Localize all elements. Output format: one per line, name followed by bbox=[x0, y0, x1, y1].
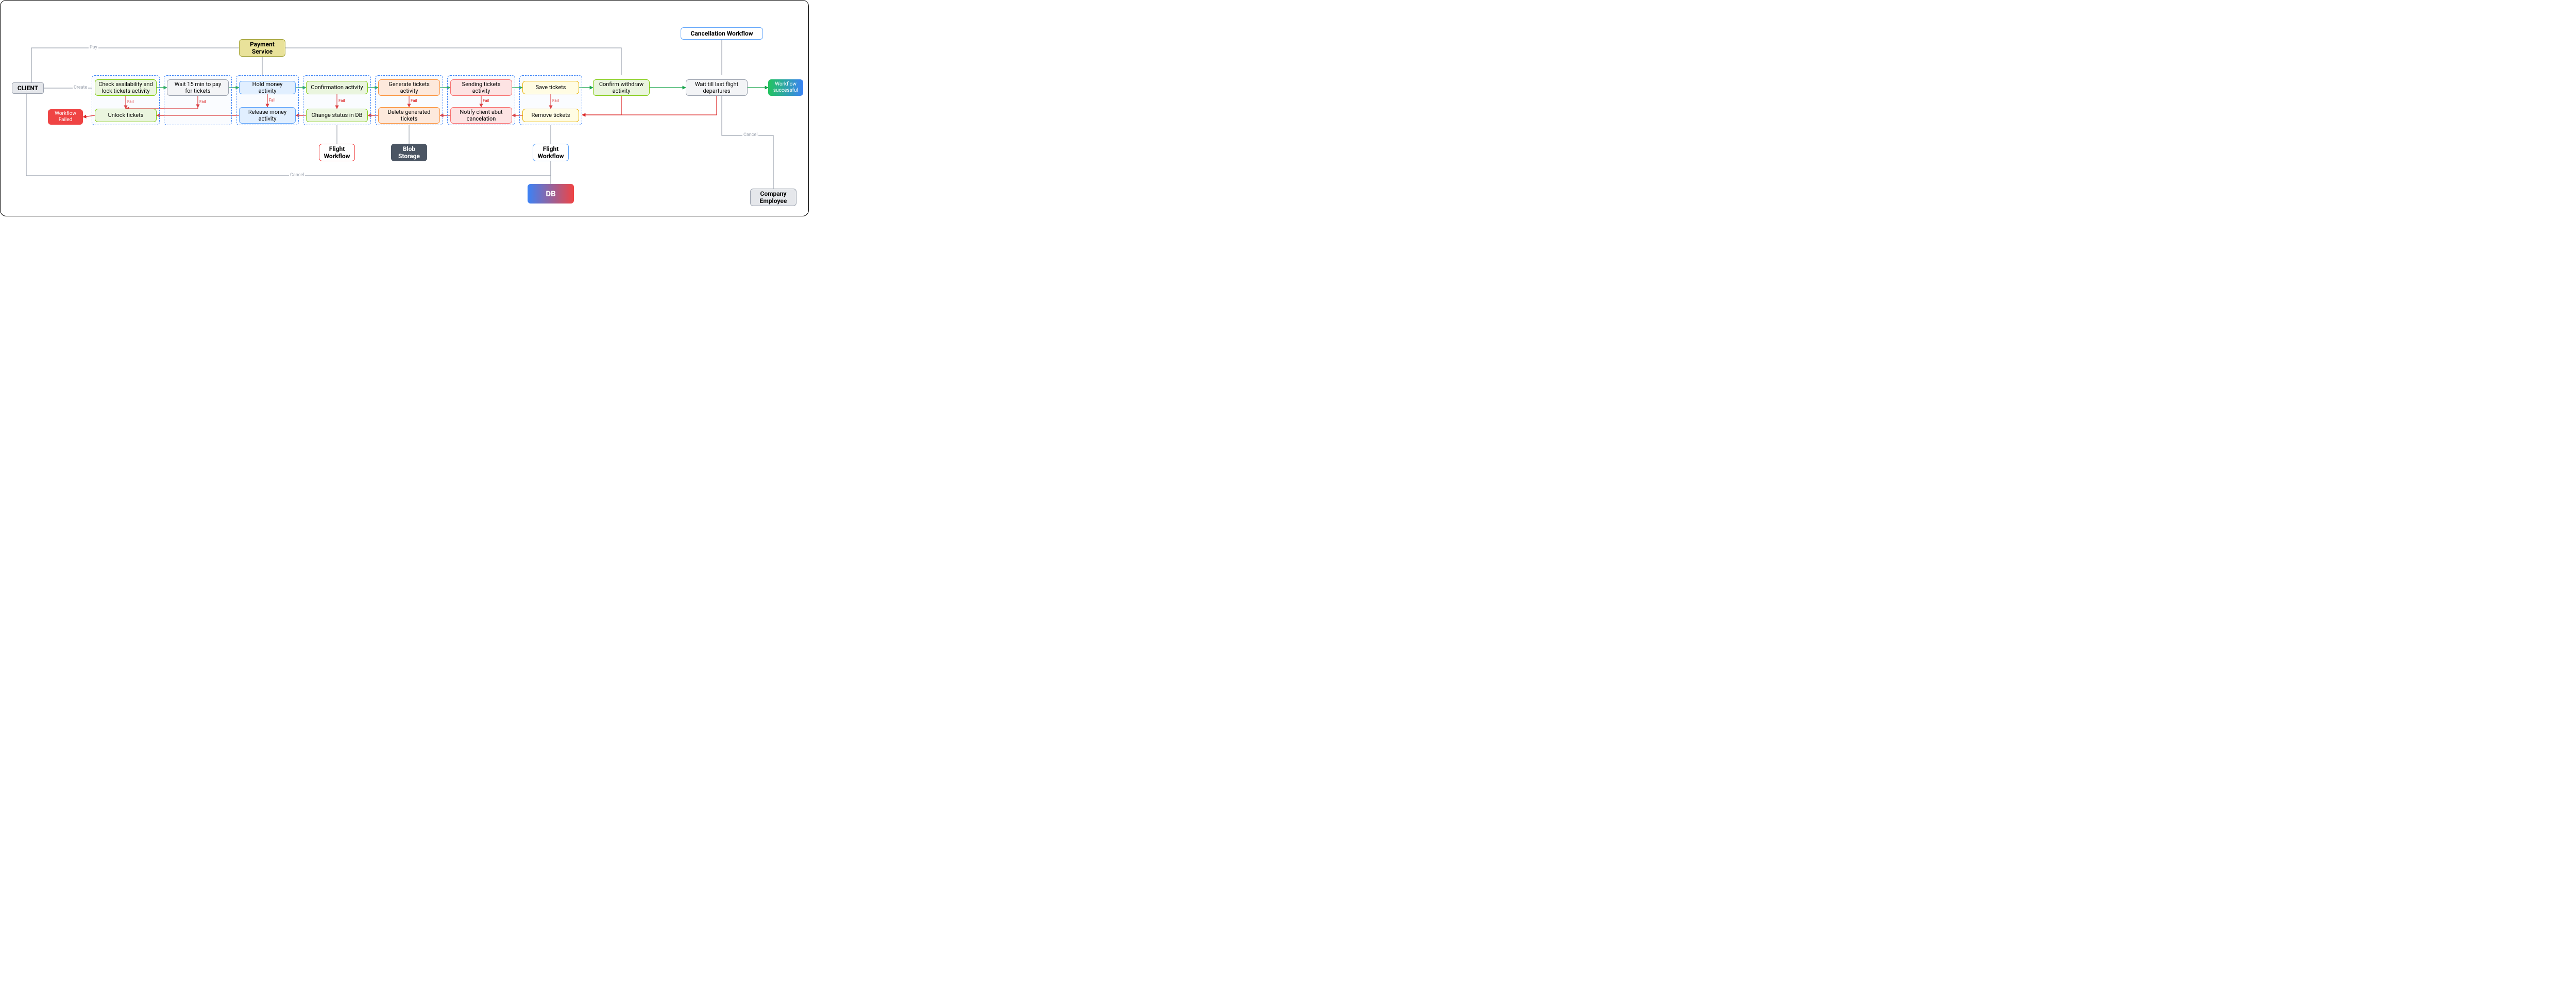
node-remove: Remove tickets bbox=[522, 109, 579, 122]
node-check: Check availability and lock tickets acti… bbox=[95, 79, 157, 96]
node-label: Blob Storage bbox=[395, 145, 423, 160]
edge-label-create: Create bbox=[73, 85, 88, 90]
node-label: Notify client abut cancelation bbox=[454, 109, 509, 122]
node-label: Wait 15 min to pay for tickets bbox=[171, 81, 225, 94]
fail-label: Fail bbox=[127, 99, 134, 104]
node-changestat: Change status in DB bbox=[306, 109, 368, 122]
diagram-canvas: CLIENT Workflow Failed Check availability … bbox=[0, 0, 809, 216]
edge-label-pay: Pay bbox=[89, 45, 98, 50]
node-flight1: Flight Workflow bbox=[319, 144, 355, 161]
node-label: Hold money activity bbox=[243, 81, 292, 94]
node-unlock: Unlock tickets bbox=[95, 109, 157, 122]
node-label: Cancellation Workflow bbox=[690, 30, 753, 37]
node-delgen: Delete generated tickets bbox=[378, 107, 440, 124]
node-cancelwf: Cancellation Workflow bbox=[681, 27, 763, 40]
node-label: Unlock tickets bbox=[108, 112, 144, 118]
node-release: Release money activity bbox=[239, 107, 296, 124]
node-label: Save tickets bbox=[536, 84, 566, 91]
node-label: Check availability and lock tickets acti… bbox=[98, 81, 153, 94]
node-wf_ok: Workflow successful bbox=[768, 79, 803, 96]
edge-label-cancel_top: Cancel bbox=[289, 173, 305, 178]
node-label: Confirmation activity bbox=[311, 84, 363, 91]
fail-label: Fail bbox=[552, 98, 559, 103]
node-label: Workflow Failed bbox=[52, 111, 79, 123]
fail-label: Fail bbox=[199, 99, 206, 104]
node-company: Company Employee bbox=[750, 189, 796, 206]
node-label: Remove tickets bbox=[532, 112, 570, 118]
node-label: Change status in DB bbox=[312, 112, 363, 118]
node-label: Flight Workflow bbox=[323, 145, 351, 160]
node-withdraw: Confirm withdraw activity bbox=[593, 79, 650, 96]
node-label: Payment Service bbox=[243, 41, 282, 56]
node-gen: Generate tickets activity bbox=[378, 79, 440, 96]
node-label: Wait till last flight departures bbox=[689, 81, 744, 94]
node-label: Company Employee bbox=[754, 190, 793, 205]
node-client: CLIENT bbox=[12, 82, 44, 94]
node-send: Sending tickets activity bbox=[450, 79, 512, 96]
fail-label: Fail bbox=[338, 98, 345, 103]
node-notify: Notify client abut cancelation bbox=[450, 107, 512, 124]
node-payment: Payment Service bbox=[239, 39, 285, 57]
node-hold: Hold money activity bbox=[239, 81, 296, 94]
node-label: CLIENT bbox=[18, 84, 38, 92]
node-wait15: Wait 15 min to pay for tickets bbox=[167, 79, 229, 96]
fail-label: Fail bbox=[269, 98, 276, 103]
fail-label: Fail bbox=[483, 98, 489, 103]
fail-label: Fail bbox=[411, 98, 417, 103]
node-flight2: Flight Workflow bbox=[533, 144, 569, 161]
node-label: Workflow successful bbox=[771, 81, 800, 94]
node-wf_failed: Workflow Failed bbox=[48, 109, 83, 125]
node-label: Generate tickets activity bbox=[382, 81, 436, 94]
node-save: Save tickets bbox=[522, 81, 579, 94]
node-blob: Blob Storage bbox=[391, 144, 427, 161]
node-label: Sending tickets activity bbox=[454, 81, 509, 94]
node-label: Flight Workflow bbox=[536, 145, 565, 160]
node-label: Delete generated tickets bbox=[382, 109, 436, 122]
node-waitlast: Wait till last flight departures bbox=[686, 79, 748, 96]
node-db: DB bbox=[528, 184, 574, 204]
edge-label-company_link: Cancel bbox=[742, 132, 758, 138]
node-confirm: Confirmation activity bbox=[306, 81, 368, 94]
node-label: Release money activity bbox=[243, 109, 292, 122]
node-label: DB bbox=[546, 189, 555, 198]
node-label: Confirm withdraw activity bbox=[597, 81, 646, 94]
